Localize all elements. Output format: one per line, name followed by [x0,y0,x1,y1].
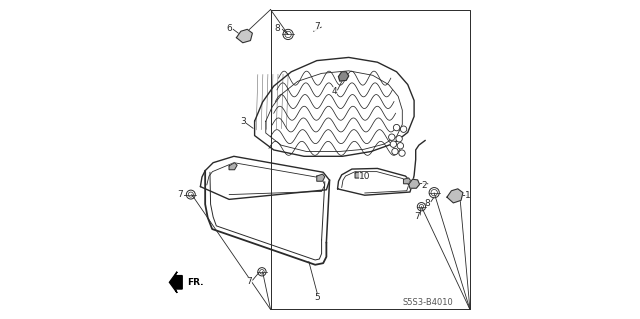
Circle shape [392,148,398,155]
Text: 1: 1 [465,191,470,200]
Polygon shape [355,172,363,178]
Text: 7: 7 [314,22,320,31]
Circle shape [390,141,397,147]
Circle shape [388,134,395,140]
Polygon shape [236,29,252,43]
Circle shape [396,136,403,142]
Polygon shape [229,163,237,170]
Text: 8: 8 [275,24,280,33]
Text: FR.: FR. [187,278,203,287]
Text: 7: 7 [414,212,420,221]
Circle shape [397,143,404,149]
Text: 8: 8 [424,199,430,208]
Polygon shape [317,174,324,181]
Text: 4: 4 [332,87,337,96]
Polygon shape [339,72,349,81]
Text: 5: 5 [315,293,321,302]
Text: 10: 10 [359,172,371,181]
Circle shape [401,126,407,132]
Polygon shape [409,179,420,188]
Polygon shape [170,272,182,293]
Circle shape [394,124,400,131]
Text: 7: 7 [177,190,182,199]
Text: 3: 3 [240,117,246,126]
Text: 2: 2 [422,181,428,189]
Circle shape [399,150,405,156]
Text: 6: 6 [226,24,232,33]
Polygon shape [404,178,411,184]
Polygon shape [447,189,463,203]
Text: 7: 7 [246,277,252,286]
Text: S5S3-B4010: S5S3-B4010 [403,298,454,307]
